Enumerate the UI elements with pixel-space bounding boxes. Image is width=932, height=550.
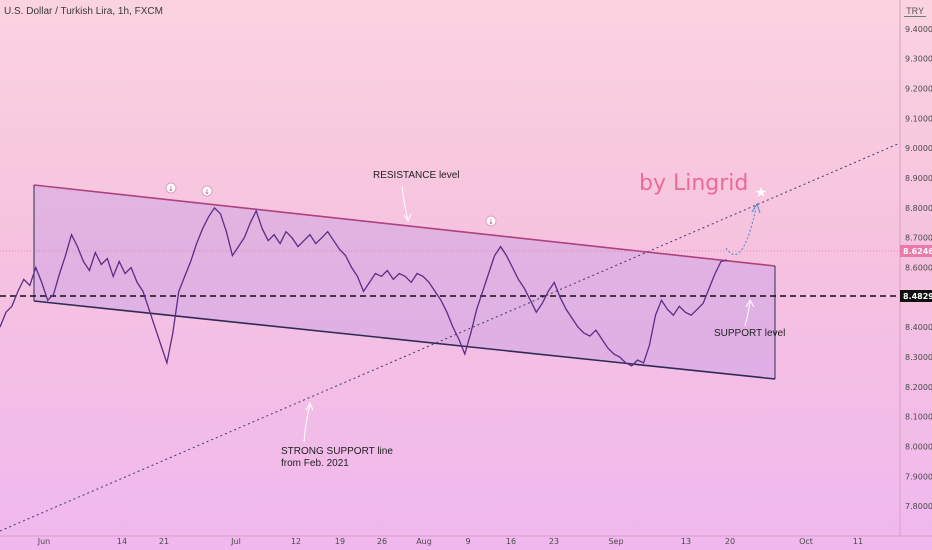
strong-support-label-line1: STRONG SUPPORT line — [281, 446, 393, 457]
y-tick-label: 9.00000 — [905, 144, 932, 153]
x-axis: Jun 14 21 Jul 12 19 26 Aug 9 16 23 Sep 13 20 Oct 11 — [37, 537, 863, 546]
y-tick-label: 8.10000 — [905, 413, 932, 422]
support-arrow — [744, 301, 751, 327]
currency-label[interactable]: TRY — [904, 6, 926, 17]
projection-arrow — [725, 207, 757, 255]
y-tick-label: 7.80000 — [905, 502, 932, 511]
x-tick-label: 26 — [377, 537, 387, 546]
x-tick-label: 9 — [465, 537, 470, 546]
x-tick-label: 20 — [725, 537, 735, 546]
x-tick-label: Jul — [230, 537, 241, 546]
y-tick-label: 9.10000 — [905, 114, 932, 123]
current-price-tag: 8.62465 — [900, 245, 932, 257]
x-tick-label: 13 — [681, 537, 691, 546]
y-tick-label: 8.40000 — [905, 323, 932, 332]
y-axis: 9.40000 9.30000 9.20000 9.10000 9.00000 8.900… — [905, 25, 932, 511]
support-arrowhead — [745, 298, 755, 308]
svg-text:↓: ↓ — [204, 188, 210, 196]
x-tick-label: 12 — [291, 537, 301, 546]
x-tick-label: 21 — [159, 537, 169, 546]
y-tick-label: 8.00000 — [905, 442, 932, 451]
support-price-value: 8.48291 — [903, 292, 932, 301]
y-tick-label: 9.30000 — [905, 55, 932, 64]
y-tick-label: 8.20000 — [905, 383, 932, 392]
top-marker-2: ↓ — [201, 185, 213, 197]
price-series-line — [0, 206, 728, 367]
channel-fill — [34, 185, 775, 379]
y-tick-label: 8.30000 — [905, 353, 932, 362]
projection-arrowhead — [751, 202, 761, 214]
y-tick-label: 9.40000 — [905, 25, 932, 34]
strong-support-label-line2: from Feb. 2021 — [281, 458, 349, 469]
x-tick-label: 23 — [549, 537, 559, 546]
svg-text:↓: ↓ — [168, 185, 174, 193]
current-price-value: 8.62465 — [903, 247, 932, 256]
top-marker-1: ↓ — [165, 182, 177, 194]
chart-symbol-title: U.S. Dollar / Turkish Lira, 1h, FXCM — [4, 6, 163, 17]
y-tick-label: 8.90000 — [905, 174, 932, 183]
resistance-label: RESISTANCE level — [373, 170, 460, 181]
svg-text:↓: ↓ — [488, 218, 494, 226]
x-tick-label: 11 — [853, 537, 863, 546]
y-tick-label: 8.80000 — [905, 204, 932, 213]
x-tick-label: Oct — [799, 537, 813, 546]
resistance-arrow — [401, 185, 409, 221]
y-tick-label: 8.70000 — [905, 234, 932, 243]
x-tick-label: 14 — [117, 537, 127, 546]
top-marker-3: ↓ — [485, 215, 497, 227]
x-tick-label: Jun — [37, 537, 51, 546]
resistance-arrowhead — [403, 213, 412, 223]
x-tick-label: 16 — [506, 537, 516, 546]
support-label: SUPPORT level — [714, 328, 785, 339]
channel-bottom-line — [33, 300, 776, 380]
x-tick-label: Aug — [416, 537, 432, 546]
y-tick-label: 9.20000 — [905, 85, 932, 94]
y-tick-label: 7.90000 — [905, 472, 932, 481]
star-icon: ★ — [755, 185, 768, 201]
strong-support-arrow — [303, 404, 311, 443]
support-price-tag: 8.48291 — [900, 290, 932, 302]
x-tick-label: 19 — [335, 537, 345, 546]
strong-support-arrowhead — [305, 401, 314, 411]
brand-watermark: by Lingrid — [639, 171, 748, 196]
resistance-line — [33, 184, 776, 267]
y-tick-label: 8.60000 — [905, 264, 932, 273]
strong-support-trendline — [0, 142, 901, 532]
x-tick-label: Sep — [608, 537, 623, 546]
